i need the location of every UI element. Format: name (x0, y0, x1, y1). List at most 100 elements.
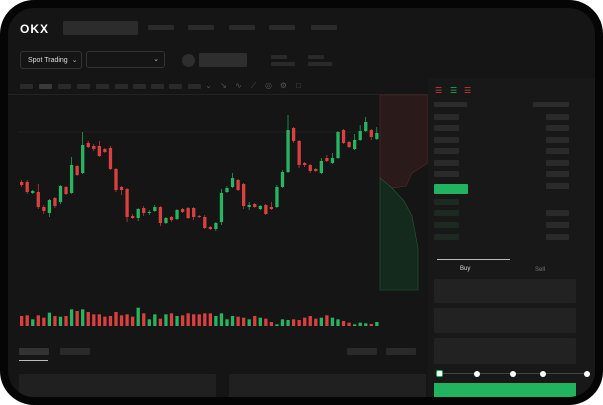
buy-tab-indicator (437, 259, 510, 260)
volume-bar (308, 316, 312, 326)
timeframe-option[interactable] (96, 84, 109, 89)
candle (97, 146, 101, 156)
asks-only-icon[interactable]: ☰ (464, 86, 472, 95)
coin-avatar (182, 54, 195, 67)
volume-bar (47, 312, 52, 326)
volume-bar (242, 317, 246, 326)
wave-icon[interactable]: ∿ (235, 81, 242, 90)
market-select[interactable]: Spot Trading ⌄ (20, 51, 82, 69)
volume-bar (208, 313, 212, 326)
candle (286, 130, 290, 172)
volume-bar (214, 316, 218, 326)
draw-line-icon[interactable]: ↘ (220, 81, 227, 90)
tab-buy[interactable]: Buy (460, 266, 471, 272)
candle (369, 130, 373, 137)
volume-bar (69, 309, 74, 326)
volume-bar (364, 323, 368, 326)
candle (192, 208, 196, 217)
volume-bar (64, 316, 68, 326)
timeframe-option[interactable] (188, 84, 201, 89)
both-sides-icon[interactable]: ☰ (435, 86, 443, 95)
filter-button[interactable] (386, 348, 416, 355)
volume-bar (31, 319, 35, 326)
volume-bar (97, 314, 101, 326)
volume-bar (347, 322, 351, 326)
bid-size (546, 222, 569, 228)
pair-select[interactable]: ⌄ (86, 51, 165, 68)
candlestick-chart[interactable] (8, 8, 595, 397)
active-tab-indicator (19, 360, 48, 361)
volume-bar (230, 316, 235, 326)
ask-price (434, 171, 459, 177)
timeframe-option[interactable] (20, 84, 33, 89)
volume-bar (169, 313, 174, 326)
divider (8, 94, 428, 95)
total-input[interactable] (434, 338, 576, 364)
volume-bar (225, 319, 229, 326)
price-input[interactable] (434, 279, 576, 303)
nav-item[interactable] (188, 25, 214, 30)
volume-bar (58, 316, 63, 326)
candle (203, 217, 207, 228)
depth-bids (379, 177, 419, 291)
amount-input[interactable] (434, 308, 576, 333)
volume-bar (92, 314, 96, 326)
slider-step[interactable] (510, 371, 516, 377)
slider-handle[interactable] (436, 370, 443, 377)
ask-price (434, 114, 459, 120)
candle (64, 187, 68, 194)
timeframe-option[interactable] (115, 84, 128, 89)
bids-only-icon[interactable]: ☰ (450, 86, 458, 95)
tab-sell[interactable]: Sell (535, 267, 546, 273)
search-bar[interactable] (63, 21, 138, 35)
candle (347, 142, 351, 147)
candle (291, 128, 296, 141)
volume-bar (264, 318, 268, 326)
assets-panel (229, 374, 426, 397)
volume-bar (319, 317, 323, 326)
candle (175, 210, 179, 219)
slider-step[interactable] (584, 371, 590, 377)
timeframe-option[interactable] (58, 84, 71, 89)
timeframe-option[interactable] (151, 84, 164, 89)
candle (236, 180, 240, 190)
candle (242, 184, 246, 206)
timeframe-option[interactable] (169, 84, 182, 89)
tab-open-orders[interactable] (19, 348, 49, 355)
candle (153, 207, 157, 211)
ask-price (434, 160, 459, 166)
timeframe-option[interactable] (39, 84, 52, 89)
slider-step[interactable] (474, 371, 480, 377)
candle (103, 149, 107, 152)
candle (20, 182, 24, 185)
slider-step[interactable] (540, 371, 546, 377)
timeframe-option[interactable] (77, 84, 90, 89)
buy-submit-button[interactable] (434, 383, 576, 397)
candle (225, 188, 229, 192)
last-price (434, 184, 468, 194)
candle (136, 209, 140, 218)
tab-order-history[interactable] (60, 348, 90, 355)
candle (264, 205, 268, 214)
ruler-icon[interactable]: ⟋ (250, 81, 257, 90)
volume-bar (119, 315, 124, 326)
nav-item[interactable] (148, 25, 174, 30)
settings-icon[interactable]: ⚙ (279, 81, 288, 90)
camera-icon[interactable]: ◎ (265, 81, 272, 90)
chevron-down-icon: ⌄ (153, 56, 159, 63)
nav-item[interactable] (269, 25, 295, 30)
timeframe-option[interactable] (133, 84, 146, 89)
nav-item[interactable] (229, 25, 255, 30)
okx-logo: OKX (20, 22, 50, 36)
fullscreen-icon[interactable]: □ (296, 81, 301, 90)
volume-bar (303, 317, 307, 326)
filter-button[interactable] (347, 348, 377, 355)
volume-bar (275, 324, 279, 326)
indicator-icon[interactable]: ⌄ (205, 81, 212, 90)
volume-bar (147, 319, 151, 326)
bid-price (434, 234, 459, 240)
bid-price (434, 210, 459, 216)
candle (142, 208, 146, 213)
volume-bar (336, 319, 340, 326)
nav-item[interactable] (311, 25, 337, 30)
